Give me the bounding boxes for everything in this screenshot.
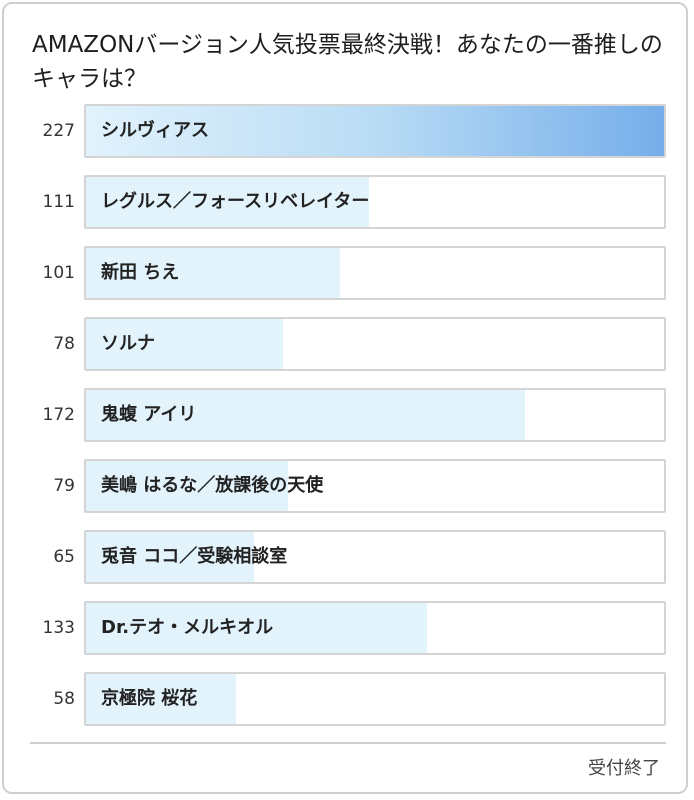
vote-share-fill: [86, 177, 370, 227]
poll-option: 111 レグルス／フォースリベレイター: [4, 175, 690, 229]
option-label: 兎音 ココ／受験相談室: [101, 546, 288, 567]
poll-option: 172 鬼蝮 アイリ: [4, 388, 690, 442]
vote-share-fill: [86, 106, 664, 156]
option-bar[interactable]: 京極院 桜花: [84, 672, 666, 726]
vote-share-fill: [86, 674, 237, 724]
vote-count: 65: [53, 547, 75, 567]
vote-count: 172: [42, 405, 75, 425]
option-label: ソルナ: [101, 333, 155, 354]
vote-share-fill: [86, 461, 289, 511]
vote-count: 101: [42, 263, 75, 283]
option-bar[interactable]: ソルナ: [84, 317, 666, 371]
option-bar[interactable]: 新田 ちえ: [84, 246, 666, 300]
vote-share-fill: [86, 319, 283, 369]
option-bar[interactable]: レグルス／フォースリベレイター: [84, 175, 666, 229]
option-label: Dr.テオ・メルキオル: [101, 617, 274, 638]
option-label: シルヴィアス: [101, 120, 209, 141]
option-label: 鬼蝮 アイリ: [101, 404, 197, 425]
poll-card: AMAZONバージョン人気投票最終決戦！あなたの一番推しのキャラは？ 227 シ…: [2, 2, 688, 794]
poll-option: 65 兎音 ココ／受験相談室: [4, 530, 690, 584]
option-label: レグルス／フォースリベレイター: [101, 191, 370, 212]
poll-option: 78 ソルナ: [4, 317, 690, 371]
poll-title: AMAZONバージョン人気投票最終決戦！あなたの一番推しのキャラは？: [32, 32, 663, 92]
option-bar[interactable]: 美嶋 はるな／放課後の天使: [84, 459, 666, 513]
poll-option: 79 美嶋 はるな／放課後の天使: [4, 459, 690, 513]
vote-count: 111: [42, 192, 75, 212]
divider: [30, 742, 666, 744]
poll-status: 受付終了: [588, 758, 660, 779]
poll-option: 227 シルヴィアス: [4, 104, 690, 158]
option-label: 新田 ちえ: [101, 262, 180, 283]
vote-share-fill: [86, 532, 254, 582]
vote-count: 133: [42, 618, 75, 638]
option-bar[interactable]: シルヴィアス: [84, 104, 666, 158]
poll-option: 101 新田 ちえ: [4, 246, 690, 300]
option-label: 美嶋 はるな／放課後の天使: [101, 475, 324, 496]
option-bar[interactable]: 鬼蝮 アイリ: [84, 388, 666, 442]
vote-count: 227: [42, 121, 75, 141]
vote-count: 78: [53, 334, 75, 354]
option-bar[interactable]: 兎音 ココ／受験相談室: [84, 530, 666, 584]
poll-option: 133 Dr.テオ・メルキオル: [4, 601, 690, 655]
vote-share-fill: [86, 603, 428, 653]
vote-share-fill: [86, 390, 526, 440]
option-label: 京極院 桜花: [101, 688, 198, 709]
vote-count: 79: [53, 476, 75, 496]
vote-share-fill: [86, 248, 341, 298]
vote-count: 58: [53, 689, 75, 709]
option-bar[interactable]: Dr.テオ・メルキオル: [84, 601, 666, 655]
poll-option: 58 京極院 桜花: [4, 672, 690, 726]
